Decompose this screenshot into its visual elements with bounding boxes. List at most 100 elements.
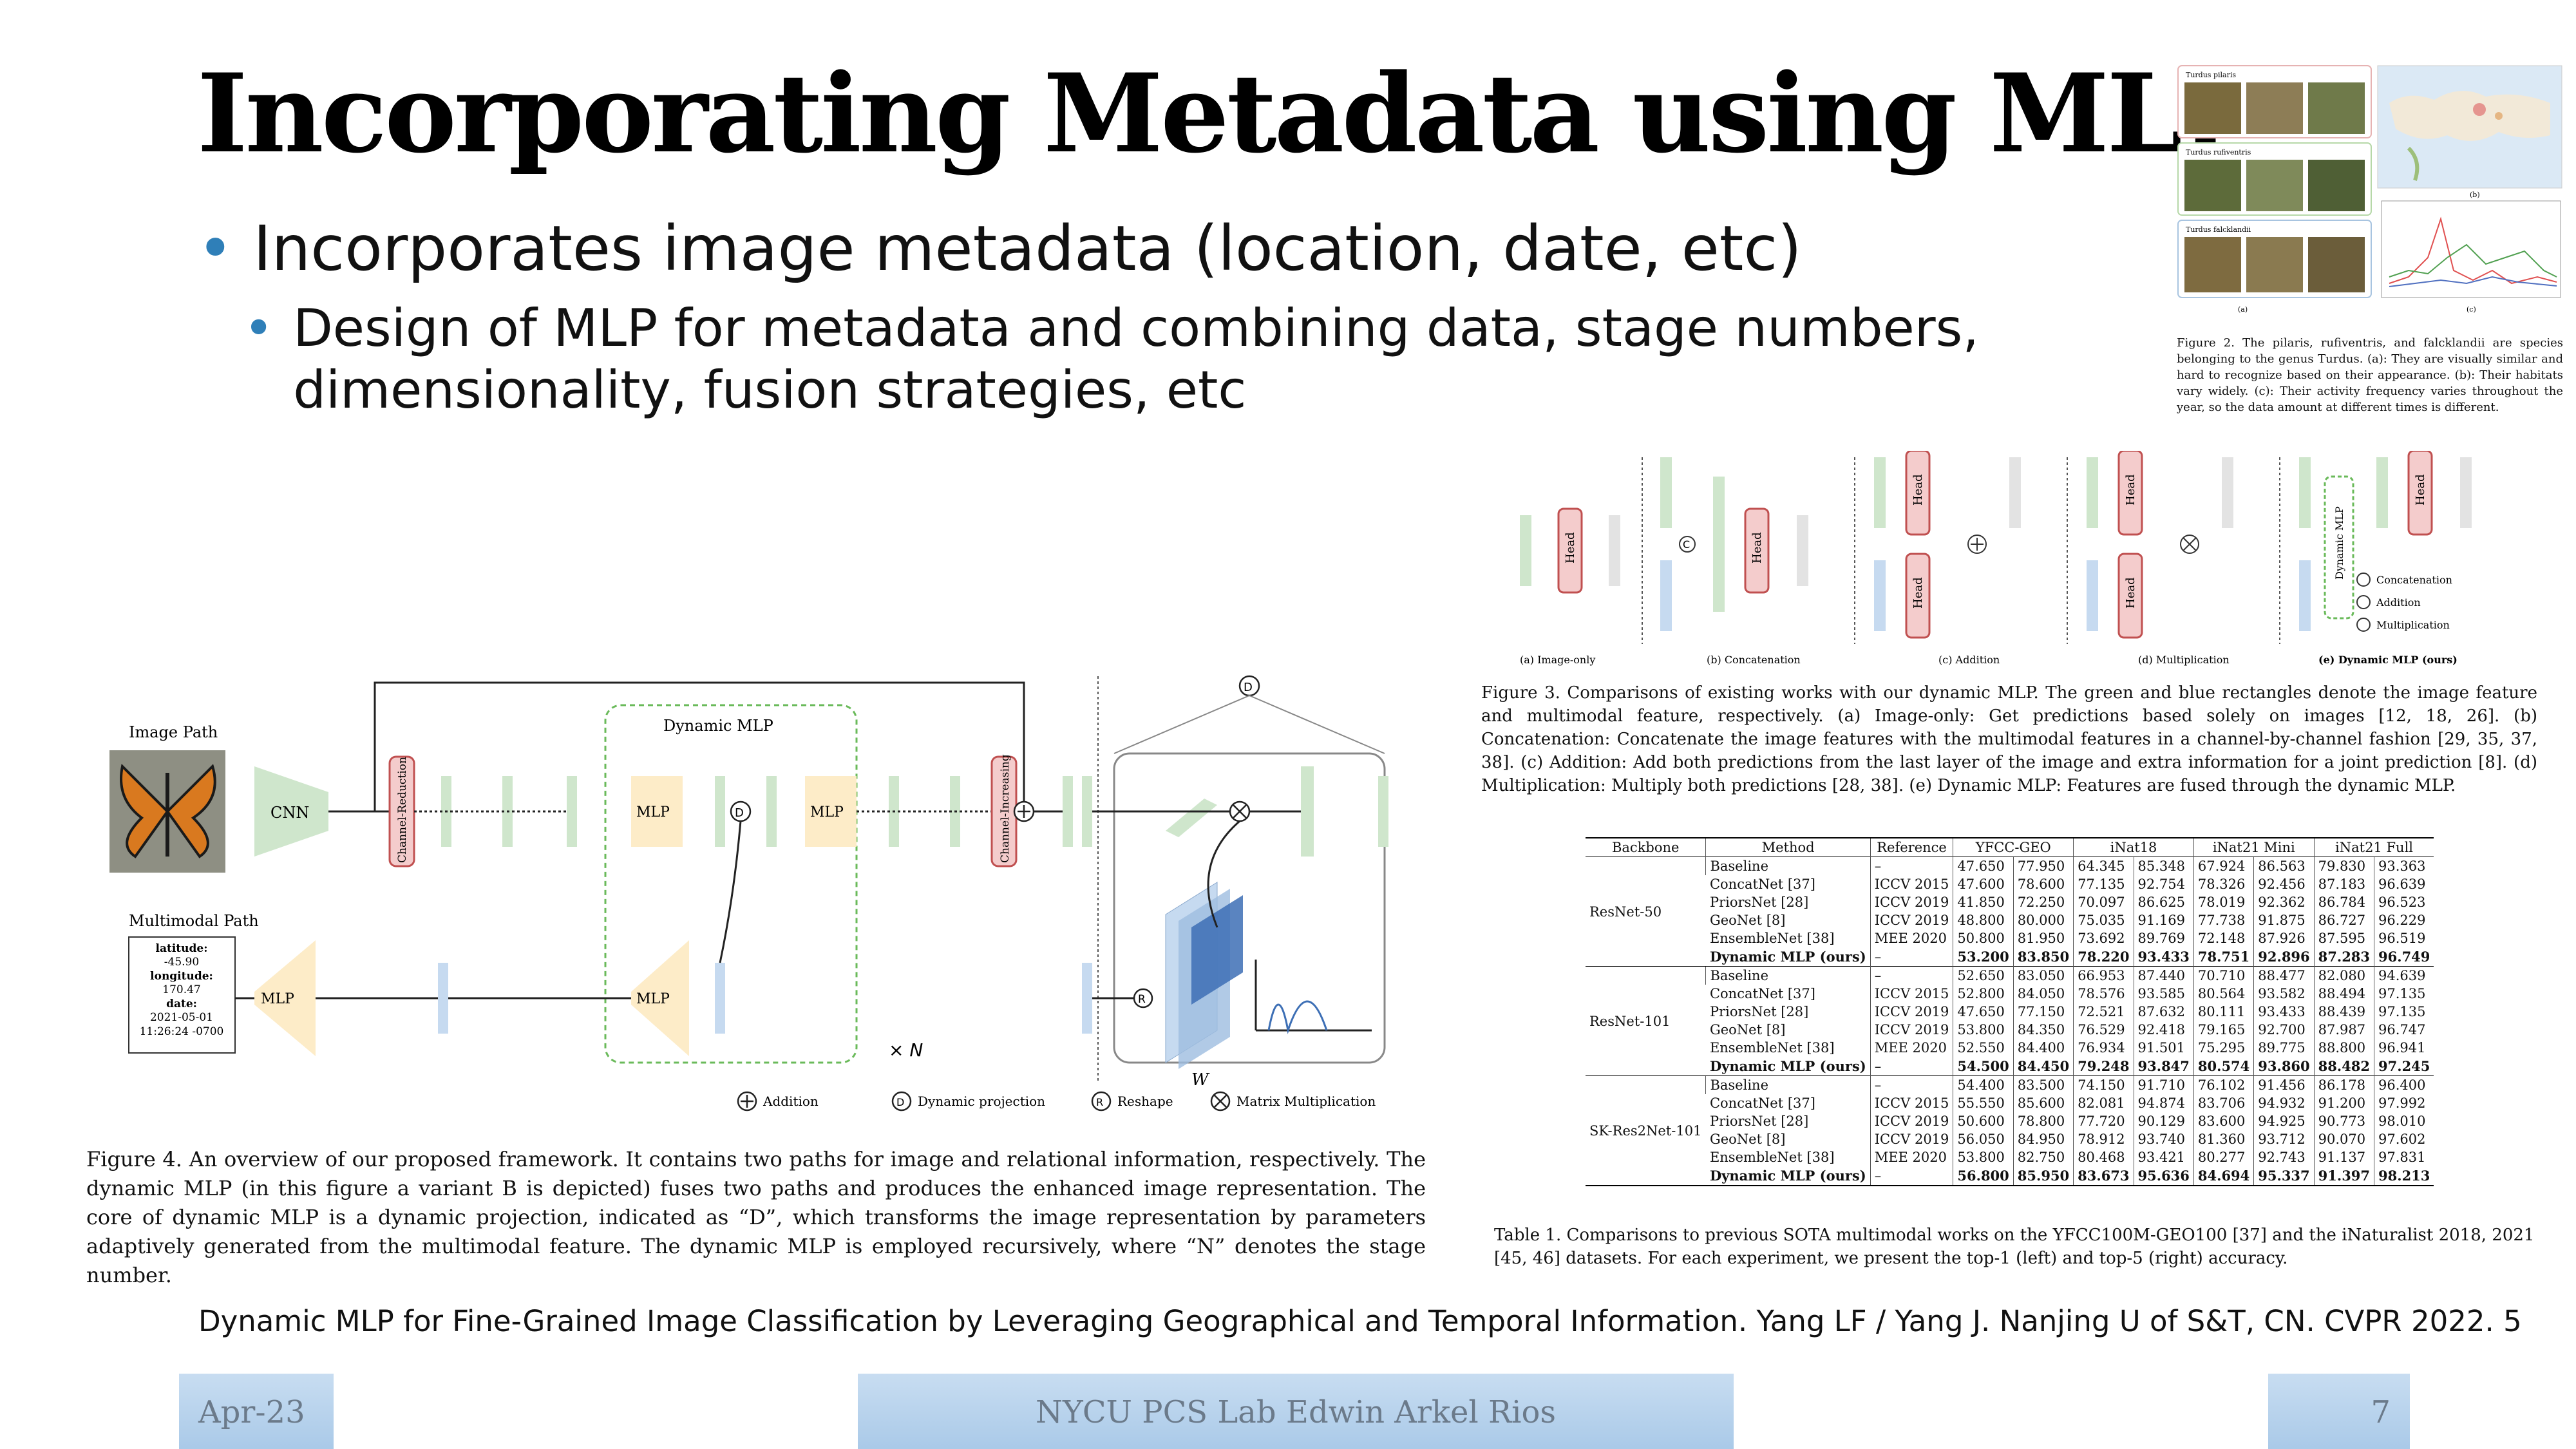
score-cell: 79.830 [2313,857,2374,875]
panel-concatenation: C Head [1660,457,1808,631]
score-cell: 94.925 [2253,1112,2315,1130]
method-cell: Baseline [1705,857,1871,875]
reference-cell: – [1870,1166,1953,1186]
footer-author: NYCU PCS Lab Edwin Arkel Rios [858,1374,1734,1449]
score-cell: 54.400 [1953,1075,2014,1094]
score-cell: 84.950 [2012,1130,2074,1148]
table-row: Dynamic MLP (ours) –54.500 84.450 79.248 93.… [1586,1057,2434,1076]
table-row: PriorsNet [28] ICCV 2019 47.650 77.150 72.52… [1586,1003,2434,1021]
score-cell: 89.775 [2253,1039,2315,1057]
score-cell: 80.000 [2012,911,2074,929]
bullet-2-text: Design of MLP for metadata and combining… [293,298,1979,420]
results-table: Backbone Method Reference YFCC-GEO iNat1… [1586,837,2434,1186]
reference-cell: – [1870,1075,1953,1094]
head-label: Head [2414,474,2427,506]
score-cell: 84.450 [2012,1057,2074,1076]
metadata-line: longitude: [150,970,213,983]
score-cell: 82.081 [2073,1094,2134,1112]
score-cell: 98.010 [2374,1112,2434,1130]
weight-matrix [1165,882,1243,1069]
head-label: Head [1750,532,1764,564]
channel-increasing-label: Channel-Increasing [999,754,1012,863]
reference-cell: ICCV 2019 [1870,893,1953,911]
score-cell: 92.456 [2253,875,2315,893]
bullet-1-text: Incorporates image metadata (location, d… [253,213,1802,285]
score-cell: 84.400 [2012,1039,2074,1057]
times-n-label: × N [889,1039,923,1061]
multimodal-path-label: Multimodal Path [129,912,259,930]
score-cell: 96.523 [2374,893,2434,911]
svg-text:R: R [1096,1096,1103,1108]
backbone-cell: ResNet-50 [1586,857,1706,967]
subfig-a-label: (a) [2238,305,2248,314]
score-cell: 95.636 [2133,1166,2194,1186]
habitat-map [2377,65,2562,189]
reference-cell: – [1870,966,1953,985]
species-panel: Turdus pilaris [2177,65,2372,138]
reference-cell: ICCV 2019 [1870,1112,1953,1130]
score-cell: 88.800 [2313,1039,2374,1057]
table-row: SK-Res2Net-101 Baseline –54.400 83.500 74.15… [1586,1075,2434,1186]
score-cell: 91.169 [2133,911,2194,929]
method-cell: EnsembleNet [38] [1709,1150,1835,1165]
image-path-label: Image Path [129,723,218,741]
subfig-b-label: (b) [2470,191,2480,199]
dynamic-mlp-label: Dynamic MLP [663,717,773,735]
score-cell: 90.070 [2313,1130,2374,1148]
score-cell: 88.482 [2313,1057,2374,1076]
score-cell: 70.097 [2073,893,2134,911]
score-cell: 78.019 [2193,893,2254,911]
score-cell: 78.800 [2012,1112,2074,1130]
svg-text:R: R [1138,993,1146,1006]
score-cell: 93.585 [2133,985,2194,1003]
score-cell: 74.150 [2073,1075,2134,1094]
reference-cell: ICCV 2019 [1870,1003,1953,1021]
score-cell: 82.080 [2313,966,2374,985]
panel-multiplication: Head Head [2087,451,2233,639]
head-label: Head [2124,577,2137,609]
reference-cell: – [1870,947,1953,967]
score-cell: 85.600 [2012,1094,2074,1112]
score-cell: 92.743 [2253,1148,2315,1166]
panel-dynamic-mlp: Dynamic MLP Head [2299,451,2472,631]
score-cell: 77.135 [2073,875,2134,893]
method-cell: ConcatNet [37] [1709,986,1815,1001]
score-cell: 97.992 [2374,1094,2434,1112]
score-cell: 41.850 [1953,893,2014,911]
table-row: Dynamic MLP (ours) –56.800 85.950 83.673 95.… [1586,1166,2434,1186]
score-cell: 80.111 [2193,1003,2254,1021]
score-cell: 90.129 [2133,1112,2194,1130]
score-cell: 78.220 [2073,947,2134,967]
score-cell: 78.326 [2193,875,2254,893]
score-cell: 88.494 [2313,985,2374,1003]
legend-dynamic-projection: Dynamic projection [918,1094,1045,1109]
panel-image-only: Head [1520,507,1620,594]
score-cell: 87.440 [2133,966,2194,985]
panel-title: (c) Addition [1938,654,2000,666]
figure-4-caption: Figure 4. An overview of our proposed fr… [86,1147,1426,1287]
score-cell: 53.800 [1953,1021,2014,1039]
score-cell: 78.751 [2193,947,2254,967]
table-header: iNat21 Mini [2193,838,2315,857]
score-cell: 93.421 [2133,1148,2194,1166]
score-cell: 47.600 [1953,875,2014,893]
score-cell: 56.800 [1953,1166,2014,1186]
metadata-line: latitude: [156,942,208,955]
mlp-label: MLP [636,991,670,1007]
score-cell: 73.692 [2073,929,2134,947]
footer-page-number: 7 [2268,1374,2410,1449]
channel-reduction-label: Channel-Reduction [396,757,409,863]
score-cell: 93.712 [2253,1130,2315,1148]
score-cell: 50.800 [1953,929,2014,947]
slide-title: Incorporating Metadata using MLP [197,50,2262,177]
table-row: ResNet-101 Baseline –52.650 83.050 66.953 87.… [1586,966,2434,1076]
score-cell: 78.600 [2012,875,2074,893]
reference-cell: MEE 2020 [1870,929,1953,947]
table-header: iNat21 Full [2313,838,2434,857]
score-cell: 96.747 [2374,1021,2434,1039]
score-cell: 86.563 [2253,857,2315,875]
figure-3-caption: Figure 3. Comparisons of existing works … [1481,683,2537,795]
method-cell: Baseline [1705,1075,1871,1094]
score-cell: 86.727 [2313,911,2374,929]
table-caption: Table 1. Comparisons to previous SOTA mu… [1494,1226,2535,1268]
